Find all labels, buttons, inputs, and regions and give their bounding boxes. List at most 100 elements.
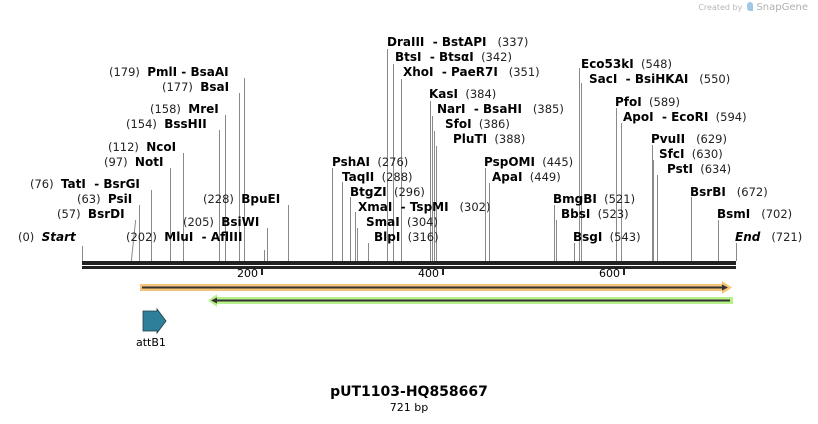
- site-label-taqii[interactable]: TaqII (288): [342, 170, 413, 184]
- sequence-backbone-bottom-strand: [82, 266, 736, 269]
- leader-noti: [170, 168, 171, 261]
- leader-smai: [357, 228, 358, 261]
- site-label-start[interactable]: (0) Start: [18, 230, 76, 244]
- site-label-bsrbi[interactable]: BsrBI (672): [690, 185, 768, 199]
- credit-prefix: Created by: [698, 3, 743, 12]
- ruler-label-200: 200: [237, 267, 258, 280]
- site-label-pspomi[interactable]: PspOMI (445): [484, 155, 574, 169]
- leader-taqii: [342, 182, 343, 261]
- site-label-bsgi[interactable]: BsgI (543): [573, 230, 641, 244]
- leader-bsai: [239, 93, 240, 261]
- leader-start: [82, 246, 83, 261]
- site-label-end[interactable]: End (721): [735, 230, 803, 244]
- site-label-mrei[interactable]: (158) MreI: [150, 102, 219, 116]
- leader-pspomi: [485, 168, 486, 261]
- site-label-pvuii[interactable]: PvuII (629): [651, 132, 727, 146]
- site-label-noti[interactable]: (97) NotI: [104, 155, 164, 169]
- site-label-xhoi-paer7i[interactable]: XhoI - PaeR7I (351): [403, 65, 540, 79]
- map-title: pUT1103-HQ858667: [330, 384, 488, 400]
- site-label-psii[interactable]: (63) PsiI: [77, 192, 133, 206]
- site-label-bpuei[interactable]: (228) BpuEI: [203, 192, 281, 206]
- leader-sfci: [653, 160, 654, 261]
- leader-mrei: [225, 115, 226, 261]
- leader-pvuii: [652, 145, 653, 261]
- site-label-blpi[interactable]: BlpI (316): [374, 230, 439, 244]
- green-feature-arrow[interactable]: [208, 294, 733, 307]
- leader-bsiwi: [267, 228, 268, 261]
- leader-end: [736, 243, 737, 261]
- leader-blpi: [368, 243, 369, 261]
- site-label-mlui-afliii[interactable]: (202) MluI - AflIII: [126, 230, 243, 244]
- site-label-pshai[interactable]: PshAI (276): [332, 155, 409, 169]
- leader-btgzi: [350, 197, 351, 261]
- credit-brand: SnapGene: [756, 2, 808, 13]
- orange-feature-arrow[interactable]: [140, 281, 732, 294]
- sequence-backbone-top-strand: [82, 261, 736, 265]
- site-label-saci-bsihkai[interactable]: SacI - BsiHKAI (550): [589, 72, 731, 86]
- leader-eco53ki: [579, 68, 580, 261]
- site-label-bsiwi[interactable]: (205) BsiWI: [183, 215, 260, 229]
- ruler-label-600: 600: [599, 267, 620, 280]
- leader-btsi: [393, 64, 394, 261]
- leader-bpuei: [288, 205, 289, 261]
- site-label-btgzi[interactable]: BtgZI (296): [350, 185, 425, 199]
- leader-bsrbi: [691, 197, 692, 261]
- site-label-eco53ki[interactable]: Eco53kI (548): [581, 57, 672, 71]
- leader-bsaai: [244, 78, 245, 261]
- leader-mlui: [264, 250, 265, 261]
- leader-nari: [432, 116, 433, 261]
- ruler-label-400: 400: [418, 267, 439, 280]
- site-label-tati-bsrgi[interactable]: (76) TatI - BsrGI: [30, 177, 140, 191]
- leader-apai: [489, 183, 490, 261]
- leader-bmgbi: [554, 205, 555, 261]
- leader-ncoi: [183, 153, 184, 261]
- site-label-bsrdi[interactable]: (57) BsrDI: [57, 207, 125, 221]
- site-label-sfoi[interactable]: SfoI (386): [445, 117, 510, 131]
- site-label-pluti[interactable]: PluTI (388): [453, 132, 526, 146]
- site-label-bmgbi[interactable]: BmgBI (521): [553, 192, 636, 206]
- site-label-pmli-bsaai[interactable]: (179) PmlI - BsaAI: [109, 65, 229, 79]
- site-label-bbsi[interactable]: BbsI (523): [561, 207, 629, 221]
- site-label-apai[interactable]: ApaI (449): [492, 170, 561, 184]
- leader-psti: [657, 175, 658, 261]
- attb1-feature-arrow-icon[interactable]: [142, 307, 167, 335]
- site-label-bsmi[interactable]: BsmI (702): [717, 207, 793, 221]
- leader-bsshii: [219, 130, 220, 261]
- site-label-apoi-ecori[interactable]: ApoI - EcoRI (594): [623, 110, 747, 124]
- site-label-psti[interactable]: PstI (634): [667, 162, 732, 176]
- site-label-xmai-tspmi[interactable]: XmaI - TspMI (302): [358, 200, 491, 214]
- site-label-sfci[interactable]: SfcI (630): [659, 147, 723, 161]
- ruler-tick-600: [623, 267, 625, 275]
- attb1-label: attB1: [136, 336, 166, 349]
- site-label-kasi[interactable]: KasI (384): [429, 87, 497, 101]
- site-label-smai[interactable]: SmaI (304): [366, 215, 438, 229]
- site-label-btsi[interactable]: BtsI - BtsαI (342): [395, 50, 512, 64]
- leader-xmai: [355, 212, 356, 261]
- site-label-bsai[interactable]: (177) BsaI: [162, 80, 230, 94]
- site-label-nari-bsahi[interactable]: NarI - BsaHI (385): [437, 102, 564, 116]
- map-length: 721 bp: [389, 401, 429, 414]
- ruler-tick-400: [442, 267, 444, 275]
- leader-bbsi: [556, 220, 557, 261]
- leader-sfoi: [434, 131, 435, 261]
- leader-kasi: [430, 101, 431, 261]
- leader-bsrgi: [151, 190, 152, 261]
- leader-draiii: [387, 49, 388, 261]
- leader-xhoi: [401, 79, 402, 261]
- snapgene-credit: Created by SnapGene: [698, 2, 808, 13]
- leader-pluti: [436, 146, 437, 261]
- site-label-pfoi[interactable]: PfoI (589): [615, 95, 680, 109]
- site-label-bsshii[interactable]: (154) BssHII: [126, 117, 207, 131]
- leader-bsmi: [718, 220, 719, 261]
- ruler-tick-200: [261, 267, 263, 275]
- leader-pfoi: [616, 108, 617, 261]
- snapgene-logo-icon: [746, 2, 753, 11]
- leader-ecori: [621, 123, 622, 261]
- site-label-ncoi[interactable]: (112) NcoI: [108, 140, 177, 154]
- leader-psii: [139, 205, 140, 261]
- leader-pshai: [332, 168, 333, 261]
- leader-bsgi: [574, 243, 575, 261]
- leader-saci: [581, 83, 582, 261]
- site-label-draiii-bstapi[interactable]: DraIII - BstAPI (337): [387, 35, 529, 49]
